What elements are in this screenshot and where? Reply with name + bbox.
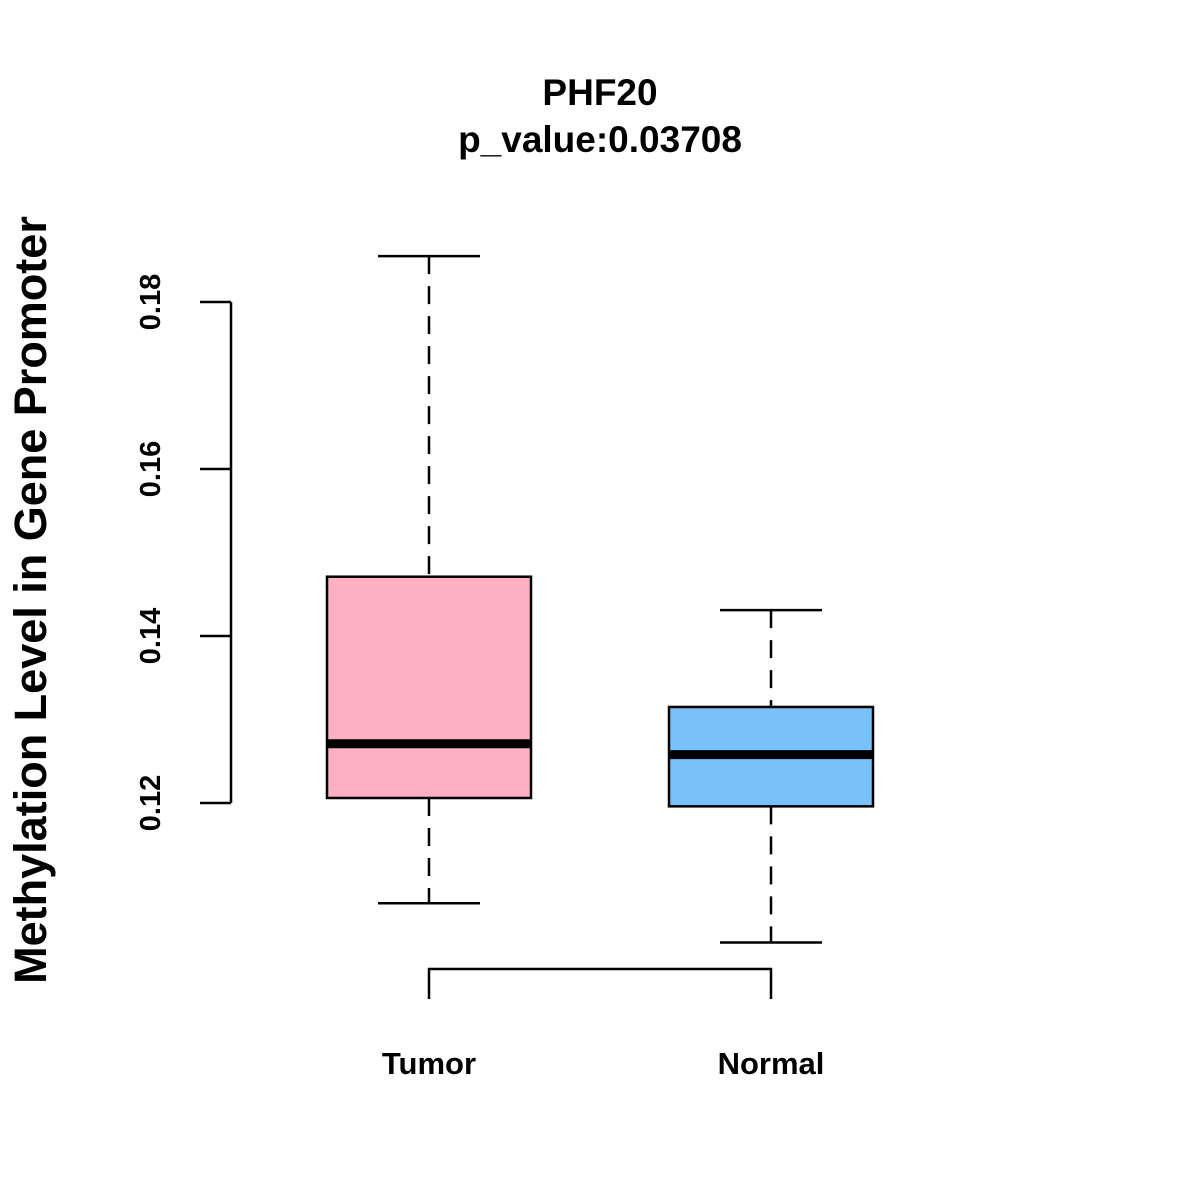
x-category-label: Normal — [718, 1046, 825, 1081]
x-axis-labels: Tumor Normal — [382, 1046, 824, 1081]
comparison-bracket-group — [427, 967, 773, 999]
chart-title: PHF20 — [542, 72, 657, 113]
x-category-label: Tumor — [382, 1046, 476, 1081]
y-tick-label: 0.14 — [135, 608, 167, 664]
chart-subtitle: p_value:0.03708 — [458, 119, 742, 160]
comparison-bracket — [427, 967, 773, 999]
boxes-group — [325, 254, 875, 944]
box-normal — [667, 608, 875, 944]
iqr-box — [325, 575, 533, 800]
box-tumor — [325, 254, 533, 905]
y-tick-label: 0.16 — [135, 441, 167, 497]
y-axis-label: Methylation Level in Gene Promoter — [5, 216, 56, 984]
y-tick-label: 0.12 — [135, 775, 167, 831]
y-tick-label: 0.18 — [135, 274, 167, 330]
y-axis: 0.12 0.14 0.16 0.18 — [135, 274, 233, 831]
